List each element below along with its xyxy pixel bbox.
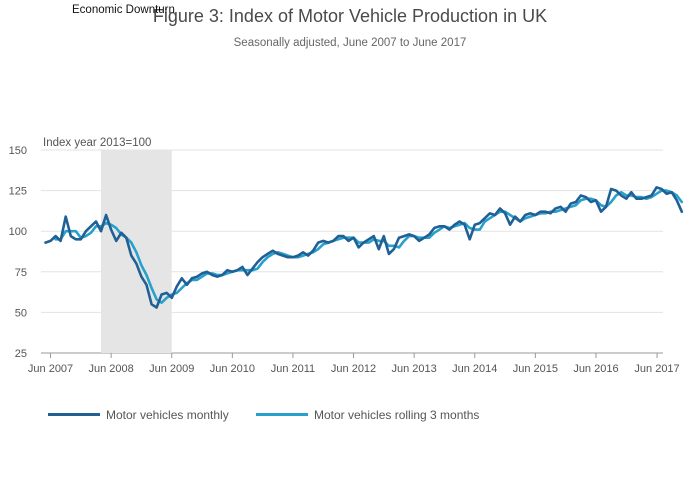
- x-axis: Jun 2007 Jun 2008 Jun 2009 Jun 2010 Jun 2011…: [28, 353, 680, 375]
- y-tick-label: 125: [9, 186, 27, 198]
- x-tick-label: Jun 2014: [452, 363, 497, 375]
- legend-label-rolling: Motor vehicles rolling 3 months: [314, 408, 480, 422]
- series-line-motor-vehicles-monthly: [44, 186, 684, 309]
- chart-title: Figure 3: Index of Motor Vehicle Product…: [152, 6, 548, 26]
- x-tick-label: Jun 2008: [89, 363, 134, 375]
- x-tick-label: Jun 2009: [149, 363, 194, 375]
- x-tick-label: Jun 2011: [271, 363, 315, 375]
- chart-subtitle: Seasonally adjusted, June 2007 to June 2…: [233, 37, 467, 49]
- economic-downturn-annotation: Economic Downturn: [72, 4, 175, 16]
- series-lines: [44, 186, 684, 309]
- y-tick-label: 75: [15, 267, 27, 279]
- y-tick-label: 50: [15, 307, 27, 319]
- x-tick-label: Jun 2013: [392, 363, 437, 375]
- x-tick-label: Jun 2017: [634, 363, 679, 375]
- x-tick-label: Jun 2012: [331, 363, 376, 375]
- x-tick-label: Jun 2015: [513, 363, 558, 375]
- y-tick-label: 150: [9, 145, 27, 157]
- y-axis-ticks: 25 50 75 100 125 150: [9, 145, 27, 360]
- x-tick-label: Jun 2007: [28, 363, 73, 375]
- legend-label-monthly: Motor vehicles monthly: [106, 408, 229, 422]
- y-tick-label: 100: [9, 226, 27, 238]
- legend-item-rolling[interactable]: Motor vehicles rolling 3 months: [256, 408, 479, 422]
- y-axis-label: Index year 2013=100: [43, 137, 152, 149]
- x-tick-label: Jun 2010: [210, 363, 255, 375]
- x-tick-label: Jun 2016: [573, 363, 618, 375]
- legend-item-monthly[interactable]: Motor vehicles monthly: [48, 408, 229, 422]
- legend-swatch-rolling: [256, 413, 308, 417]
- y-tick-label: 25: [15, 348, 27, 360]
- legend-swatch-monthly: [48, 413, 100, 417]
- line-chart: 25 50 75 100 125 150 Jun 2007 Jun 2008 Jun 2009…: [9, 145, 684, 375]
